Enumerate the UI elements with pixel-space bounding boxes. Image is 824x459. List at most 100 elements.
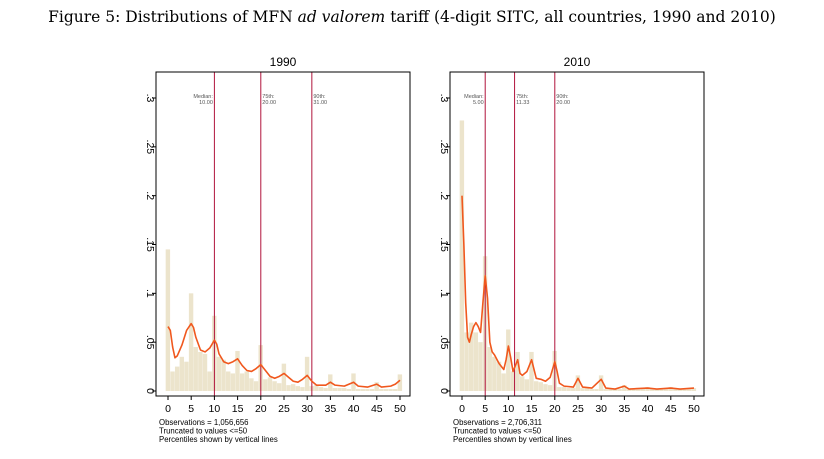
histogram-bar bbox=[174, 366, 180, 391]
y-tick-label: .1 bbox=[144, 289, 156, 298]
histogram-bar bbox=[397, 374, 403, 391]
histogram-bar bbox=[295, 386, 301, 391]
histogram-bar bbox=[691, 388, 697, 391]
histogram-bar bbox=[342, 388, 347, 391]
y-tick-label: .25 bbox=[144, 140, 156, 155]
percentile-value: 5.00 bbox=[473, 100, 484, 106]
histogram-bar bbox=[281, 363, 287, 391]
percentile-value: 10.00 bbox=[199, 100, 213, 106]
percentile-label: Median: bbox=[464, 94, 484, 100]
y-tick-label: .3 bbox=[144, 94, 156, 103]
histogram-bar bbox=[393, 389, 398, 391]
observations-note: Observations = 1,056,656 bbox=[159, 418, 249, 427]
histogram-bar bbox=[170, 371, 175, 391]
histogram-bar bbox=[673, 389, 678, 391]
x-tick-label: 10 bbox=[209, 403, 221, 415]
histogram-bar bbox=[277, 383, 282, 391]
histogram-bar bbox=[290, 384, 296, 391]
x-tick-label: 0 bbox=[165, 403, 171, 415]
histogram-bar bbox=[188, 293, 194, 391]
figure-caption-italic: ad valorem bbox=[297, 8, 386, 26]
histogram-bar bbox=[314, 385, 319, 391]
x-tick-label: 30 bbox=[595, 403, 607, 415]
histogram-bar bbox=[239, 373, 245, 391]
x-tick-label: 25 bbox=[572, 403, 584, 415]
histogram-bar bbox=[617, 389, 622, 391]
histogram-bar bbox=[244, 371, 249, 391]
histogram-bar bbox=[464, 332, 469, 391]
histogram-bar bbox=[221, 359, 226, 391]
histogram-bar bbox=[355, 389, 361, 391]
histogram-bar bbox=[608, 389, 613, 391]
histogram-bar bbox=[226, 371, 231, 391]
percentile-label: 90th: bbox=[313, 94, 326, 100]
histogram-bar bbox=[654, 389, 659, 391]
histogram-bar bbox=[388, 389, 393, 391]
histogram-bar bbox=[506, 329, 511, 391]
y-tick-label: .05 bbox=[438, 335, 450, 350]
x-tick-label: 45 bbox=[371, 403, 383, 415]
histogram-bar bbox=[510, 371, 516, 391]
x-tick-label: 20 bbox=[255, 403, 267, 415]
histogram-bar bbox=[165, 249, 171, 391]
x-tick-label: 40 bbox=[348, 403, 360, 415]
histogram-bar bbox=[337, 388, 342, 391]
histogram-bar bbox=[184, 361, 189, 391]
x-tick-label: 20 bbox=[549, 403, 561, 415]
percentile-label: 90th: bbox=[556, 94, 569, 100]
histogram-bar bbox=[323, 388, 328, 391]
x-tick-label: 50 bbox=[394, 403, 406, 415]
histogram-bar bbox=[594, 389, 599, 391]
x-tick-label: 25 bbox=[278, 403, 290, 415]
histogram-bar bbox=[589, 389, 595, 391]
observations-note: Percentiles shown by vertical lines bbox=[159, 435, 278, 444]
percentile-value: 31.00 bbox=[313, 100, 327, 106]
histogram-panel-1990: 1990 Median:10.00 75th:20.00 90th:31.00 0 5 10… bbox=[144, 55, 411, 444]
figure-caption-suffix: tariff (4-digit SITC, all countries, 199… bbox=[385, 8, 776, 26]
percentile-value: 20.00 bbox=[556, 100, 570, 106]
plot-frame bbox=[155, 71, 411, 397]
histogram-bar bbox=[374, 382, 379, 391]
histogram-bar bbox=[473, 332, 479, 391]
histogram-bar bbox=[365, 389, 370, 391]
histogram-bar bbox=[468, 322, 474, 391]
y-tick-label: .15 bbox=[144, 237, 156, 252]
panel-title: 2010 bbox=[564, 55, 591, 69]
x-tick-label: 15 bbox=[232, 403, 244, 415]
percentile-value: 11.33 bbox=[516, 100, 529, 106]
x-tick-label: 5 bbox=[188, 403, 194, 415]
histogram-bar bbox=[631, 389, 636, 391]
percentile-label: 75th: bbox=[516, 94, 529, 100]
histogram-bar bbox=[682, 389, 687, 391]
percentile-value: 20.00 bbox=[262, 100, 276, 106]
y-tick-label: 0 bbox=[144, 388, 156, 394]
histogram-bar bbox=[253, 381, 259, 391]
histogram-bar bbox=[547, 385, 553, 391]
x-tick-label: 35 bbox=[619, 403, 631, 415]
histogram-bar bbox=[383, 389, 389, 391]
histogram-bar bbox=[496, 361, 502, 391]
histogram-bar bbox=[584, 388, 590, 391]
y-tick-label: .1 bbox=[438, 289, 450, 298]
histogram-bar bbox=[459, 120, 465, 392]
x-tick-label: 10 bbox=[503, 403, 515, 415]
histogram-bar bbox=[529, 351, 534, 391]
panel-title: 1990 bbox=[270, 55, 297, 69]
y-tick-label: .2 bbox=[438, 191, 450, 200]
x-tick-label: 35 bbox=[325, 403, 337, 415]
histogram-bar bbox=[543, 384, 548, 391]
observations-note: Truncated to values <=50 bbox=[453, 427, 542, 436]
histogram-bar bbox=[249, 378, 254, 391]
histogram-bar bbox=[515, 351, 520, 391]
histogram-bar bbox=[193, 347, 198, 391]
x-tick-label: 15 bbox=[526, 403, 538, 415]
x-tick-label: 30 bbox=[301, 403, 313, 415]
histogram-bar bbox=[571, 388, 576, 391]
percentile-label: Median: bbox=[193, 94, 213, 100]
histogram-bar bbox=[659, 389, 664, 391]
histogram-bar bbox=[561, 387, 567, 391]
histogram-panel-2010: 2010 Median:5.00 75th:11.33 90th:20.00 0 5 10 1… bbox=[438, 55, 705, 444]
histogram-bar bbox=[677, 389, 683, 391]
observations-note: Observations = 2,706,311 bbox=[453, 418, 542, 427]
